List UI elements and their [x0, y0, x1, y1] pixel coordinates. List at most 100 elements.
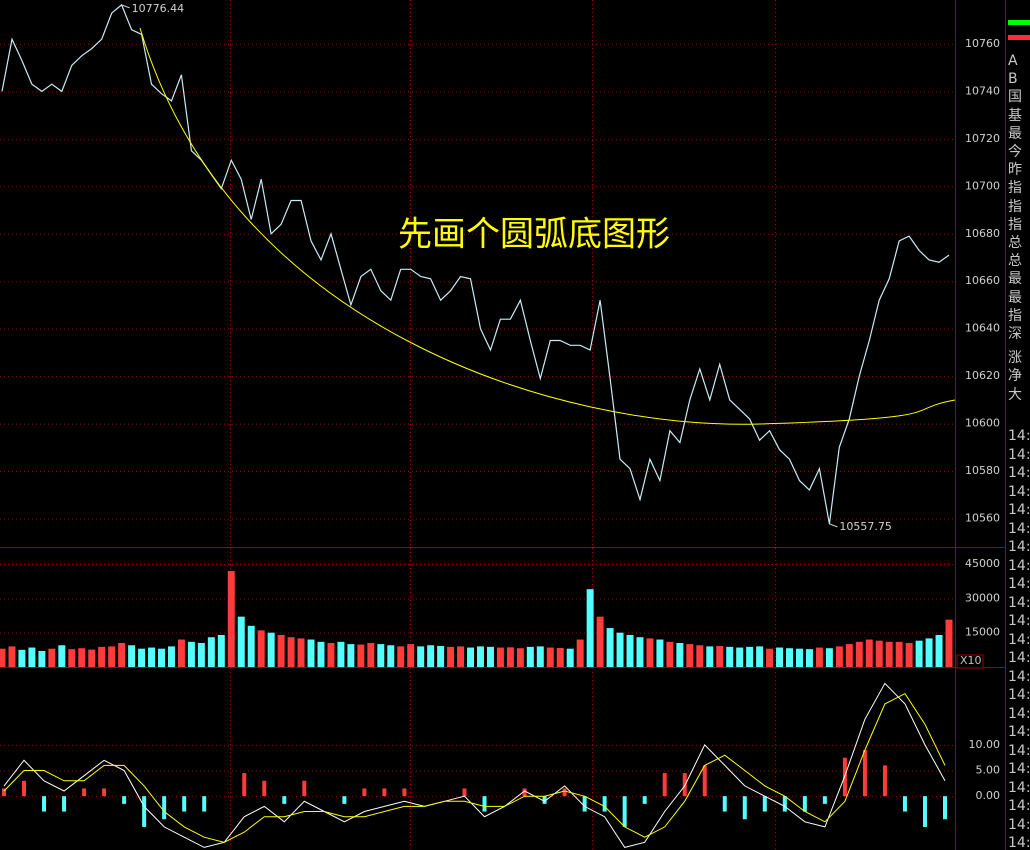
- macd-bar: [282, 796, 287, 804]
- y-tick-label: 5.00: [976, 764, 1001, 777]
- macd-bar: [862, 750, 867, 797]
- volume-bar: [845, 644, 853, 667]
- macd-bar: [82, 788, 87, 797]
- side-label: 总: [1008, 253, 1022, 270]
- side-label: 最: [1008, 289, 1022, 306]
- side-label: 净: [1008, 368, 1022, 385]
- volume-bar: [546, 647, 554, 667]
- side-time: 14:: [1008, 835, 1030, 850]
- macd-bar: [162, 796, 167, 820]
- macd-bar: [302, 780, 307, 797]
- scale-label: X10: [960, 654, 982, 667]
- arc-drawing: [139, 27, 956, 425]
- macd-bar: [522, 788, 527, 797]
- macd-bar: [662, 773, 667, 797]
- side-label: B: [1008, 71, 1018, 88]
- volume-bar: [576, 639, 584, 667]
- volume-bar: [88, 649, 96, 667]
- macd-bar: [762, 796, 767, 812]
- volume-bar: [247, 625, 255, 667]
- volume-bar: [815, 647, 823, 667]
- volume-bar: [706, 646, 714, 667]
- y-tick-label: 10760: [965, 37, 1000, 50]
- volume-bar: [108, 646, 116, 667]
- side-label: 最: [1008, 271, 1022, 288]
- macd-bar: [122, 796, 127, 804]
- volume-bar: [407, 644, 415, 667]
- side-time: 14:: [1008, 631, 1030, 648]
- volume-bar: [636, 637, 644, 667]
- volume-bar: [935, 634, 943, 667]
- high-label: 10776.44: [132, 2, 185, 15]
- macd-bar: [622, 796, 627, 827]
- volume-bar: [257, 630, 265, 667]
- volume-bar: [417, 646, 425, 667]
- y-tick-label: 15000: [965, 626, 1000, 639]
- side-time: 14:: [1008, 650, 1030, 666]
- macd-bar: [182, 796, 187, 812]
- y-tick-label: 10560: [965, 512, 1000, 525]
- volume-bar: [347, 644, 355, 667]
- low-leader: [829, 523, 838, 528]
- volume-bar: [148, 647, 156, 667]
- volume-bar: [287, 637, 295, 667]
- volume-bar: [78, 648, 86, 667]
- volume-bar: [686, 644, 694, 667]
- volume-bar: [28, 647, 36, 667]
- volume-bar: [496, 647, 504, 667]
- volume-bar: [68, 649, 76, 667]
- volume-bar: [48, 648, 56, 667]
- annotation: 先画个圆弧底图形: [398, 215, 670, 255]
- high-leader: [121, 4, 130, 9]
- volume-bar: [227, 571, 235, 667]
- macd-bar: [482, 796, 487, 812]
- volume-bar: [786, 648, 793, 667]
- y-tick-label: 0.00: [976, 789, 1001, 802]
- side-time: 14:: [1008, 724, 1030, 740]
- volume-bar: [476, 646, 484, 667]
- side-label: 指: [1008, 180, 1022, 197]
- side-time: 14:: [1008, 520, 1030, 537]
- y-tick-label: 10600: [965, 417, 1000, 430]
- volume-bar: [795, 648, 803, 667]
- volume-bar: [267, 632, 275, 667]
- side-panel: A B 国基最今昨指指指总总最最指深涨净大 14: 14: 14: 14: 14: 14: 14:…: [1006, 50, 1030, 850]
- volume-bar: [606, 628, 614, 667]
- side-label: 今: [1008, 144, 1022, 160]
- volume-bar: [437, 645, 445, 667]
- volume-bar: [925, 638, 933, 667]
- volume-bar: [377, 644, 385, 667]
- y-tick-label: 45000: [965, 557, 1000, 570]
- macd-bar: [882, 765, 887, 797]
- side-time: 14:: [1008, 446, 1030, 463]
- volume-bar: [756, 646, 764, 667]
- y-tick-label: 10660: [965, 274, 1000, 287]
- price-line: [1, 3, 950, 525]
- macd-bar: [262, 780, 267, 797]
- y-tick-label: 10740: [965, 84, 1000, 97]
- macd-bar: [682, 773, 687, 797]
- side-time: 14:: [1008, 557, 1030, 574]
- side-time: 14:: [1008, 613, 1030, 629]
- side-time: 14:: [1008, 594, 1030, 611]
- side-label: 基: [1008, 107, 1022, 124]
- side-time: 14:: [1008, 705, 1030, 722]
- macd-bar: [542, 796, 547, 804]
- y-tick-label: 10.00: [969, 738, 1001, 751]
- side-time: 14:: [1008, 576, 1030, 592]
- volume-bar: [158, 648, 165, 667]
- side-label: 大: [1008, 386, 1022, 403]
- volume-bar: [98, 646, 106, 667]
- macd-bar: [742, 796, 747, 820]
- macd-bar: [2, 788, 6, 797]
- volume-bar: [427, 645, 435, 667]
- side-time: 14:: [1008, 798, 1030, 814]
- side-time: 14:: [1008, 816, 1030, 833]
- volume-bar: [746, 646, 754, 667]
- side-time: 14:: [1008, 502, 1030, 518]
- side-label: A: [1008, 53, 1018, 69]
- volume-bar: [38, 650, 46, 667]
- macd-bar: [402, 788, 407, 797]
